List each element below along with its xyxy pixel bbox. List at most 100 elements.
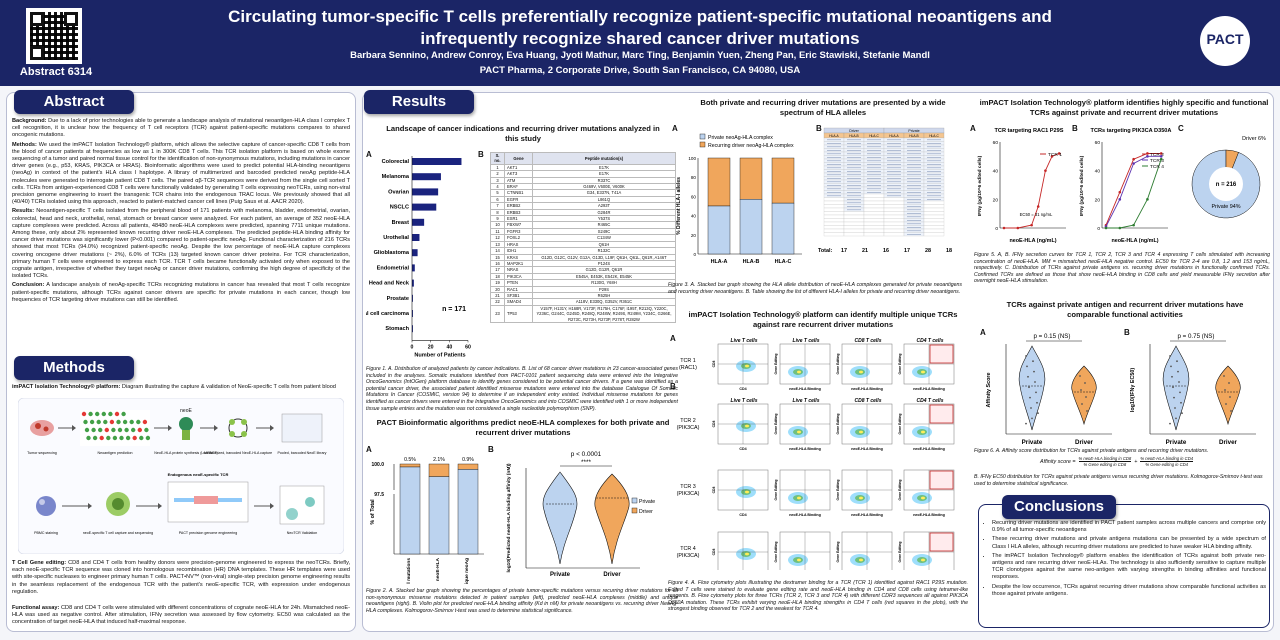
step-label-5: Pooled, barcoded NeoE library bbox=[278, 451, 327, 455]
background-label: Background: bbox=[12, 118, 47, 124]
population-peak bbox=[859, 370, 863, 374]
x-axis-label: neoE-HLA Binding bbox=[789, 513, 821, 517]
bar-private bbox=[457, 469, 479, 555]
data-point bbox=[1178, 381, 1180, 383]
row-label-target: (PIK3CA) bbox=[677, 425, 700, 431]
empty-cell bbox=[843, 228, 865, 233]
bar bbox=[412, 234, 420, 241]
data-point bbox=[1030, 407, 1032, 409]
prediction-dot bbox=[96, 419, 101, 425]
empty-cell bbox=[923, 200, 945, 205]
bar-driver bbox=[457, 463, 479, 470]
bar bbox=[412, 203, 437, 211]
prediction-dot bbox=[129, 419, 134, 425]
category-label: Breast bbox=[392, 220, 410, 226]
category-label: Unique neoAg bbox=[464, 558, 470, 584]
bar-driver bbox=[399, 463, 421, 468]
empty-cell bbox=[883, 218, 905, 223]
results-label: Results: bbox=[12, 208, 35, 215]
y-axis-label: Gene Editing bbox=[774, 480, 778, 501]
panel-title: TCRs targeting PIK3CA D350A bbox=[1091, 128, 1172, 134]
category-label: Renal cell carcinoma bbox=[366, 311, 410, 317]
empty-cell bbox=[843, 221, 865, 226]
x-axis-label: neoE-HLA Binding bbox=[913, 387, 945, 391]
prediction-dot bbox=[122, 419, 128, 425]
fig2-title: PACT Bioinformatic algorithms predict ne… bbox=[376, 418, 670, 437]
bar bbox=[412, 173, 441, 181]
conclusions-panel bbox=[978, 504, 1270, 628]
y-tick-label: 40 bbox=[993, 169, 999, 175]
qr-code[interactable] bbox=[26, 8, 82, 64]
binding-gate bbox=[929, 470, 954, 490]
table-row: 6 EGFR L861Q bbox=[490, 195, 676, 204]
table-row: 13 HRAS Q61H bbox=[490, 240, 676, 249]
x-axis-label: CD4 bbox=[739, 447, 746, 451]
prediction-dot bbox=[89, 419, 95, 425]
table-row: 11 FGFR3 S249C bbox=[490, 227, 676, 236]
fig3-title: Both private and recurring driver mutati… bbox=[700, 98, 946, 117]
data-label: 0.9% bbox=[462, 457, 474, 463]
row-label: TCR 4 bbox=[680, 546, 696, 552]
cell-peptide: S249C bbox=[532, 227, 676, 236]
bar-private bbox=[428, 476, 450, 555]
driver-gene-table: S. no. Gene Peptide mutation(s) 1 AKT1 E17… bbox=[490, 152, 676, 323]
poster-title: Circulating tumor-specific T cells prefe… bbox=[130, 6, 1150, 50]
x-label-private: Private bbox=[1166, 439, 1187, 446]
col-gene: Gene bbox=[504, 152, 533, 165]
cell-peptide: P29S bbox=[532, 285, 676, 293]
x-label-driver: Driver bbox=[1219, 439, 1237, 446]
p-value: p = 0.75 (NS) bbox=[1178, 333, 1215, 340]
category-label: NSCLC bbox=[390, 205, 409, 211]
fig4-caption: Figure 4. A. Flow cytometry plots illust… bbox=[668, 580, 968, 613]
data-point bbox=[1169, 355, 1171, 357]
arrow-5-head bbox=[88, 503, 92, 509]
conclusion-item: Recurring driver mutations are identifie… bbox=[992, 520, 1266, 534]
pact-logo: PACT bbox=[1200, 16, 1250, 66]
cell-peptide: E17K bbox=[532, 170, 676, 178]
empty-cell bbox=[863, 218, 885, 223]
table-row: 20 RAC1 P29S bbox=[490, 285, 676, 293]
y-axis-label: Gene Editing bbox=[836, 354, 840, 375]
data-point bbox=[1175, 417, 1177, 420]
cell-peptide: Y537S bbox=[532, 215, 676, 223]
table-row: 14 IDH1 R132C bbox=[490, 247, 676, 255]
column-label: CD8 T cells bbox=[855, 398, 882, 404]
cell-peptide: G34, E337N, T41A bbox=[532, 189, 676, 197]
bar-driver bbox=[707, 157, 731, 207]
prediction-dot bbox=[136, 419, 141, 425]
empty-cell bbox=[823, 197, 845, 202]
empty-cell bbox=[823, 207, 845, 212]
cell-peptide: R625H bbox=[532, 291, 676, 300]
data-point bbox=[1172, 386, 1174, 389]
step-label-1: Tumor sequencing bbox=[27, 451, 57, 455]
y-tick-label: 20 bbox=[993, 197, 999, 203]
bar-private bbox=[739, 199, 763, 255]
prediction-dot bbox=[124, 427, 129, 433]
empty-cell bbox=[863, 211, 885, 216]
empty-cell bbox=[863, 207, 885, 212]
column-label: Live T cells bbox=[793, 398, 820, 404]
data-point bbox=[1169, 422, 1171, 425]
panel-title: TCR targeting RAC1 P29S bbox=[994, 128, 1063, 134]
fig5-pie: n = 216 Driver 6% Private 94% bbox=[1191, 136, 1266, 219]
prediction-dot bbox=[132, 435, 137, 441]
library-icon bbox=[281, 413, 323, 443]
column-label: Live T cells bbox=[731, 338, 758, 344]
prediction-dot bbox=[144, 427, 149, 433]
ec50-label: EC50 = 31 ng/mL bbox=[1020, 212, 1053, 217]
y-axis-label: Gene Editing bbox=[774, 414, 778, 435]
data-point bbox=[1174, 407, 1176, 409]
x-axis-label: CD4 bbox=[739, 513, 746, 517]
y-axis-title: IFNγ (pg/10^6 edited cells) bbox=[1079, 155, 1085, 216]
empty-cell bbox=[923, 221, 945, 226]
col-header-label: HLA-C bbox=[869, 134, 879, 138]
y-tick-label: 0 bbox=[995, 226, 998, 232]
platform-description: imPACT Isolation Technology® platform: D… bbox=[12, 384, 350, 391]
population-peak bbox=[797, 496, 801, 500]
prediction-dot bbox=[139, 435, 144, 441]
legend-label: TCR 3 bbox=[1150, 158, 1164, 164]
pie-n: n = 216 bbox=[1216, 182, 1237, 188]
fig1-panel-b: B bbox=[478, 150, 484, 159]
data-point bbox=[1173, 396, 1175, 399]
legend-private: Private neoAg-HLA complex bbox=[708, 135, 773, 141]
